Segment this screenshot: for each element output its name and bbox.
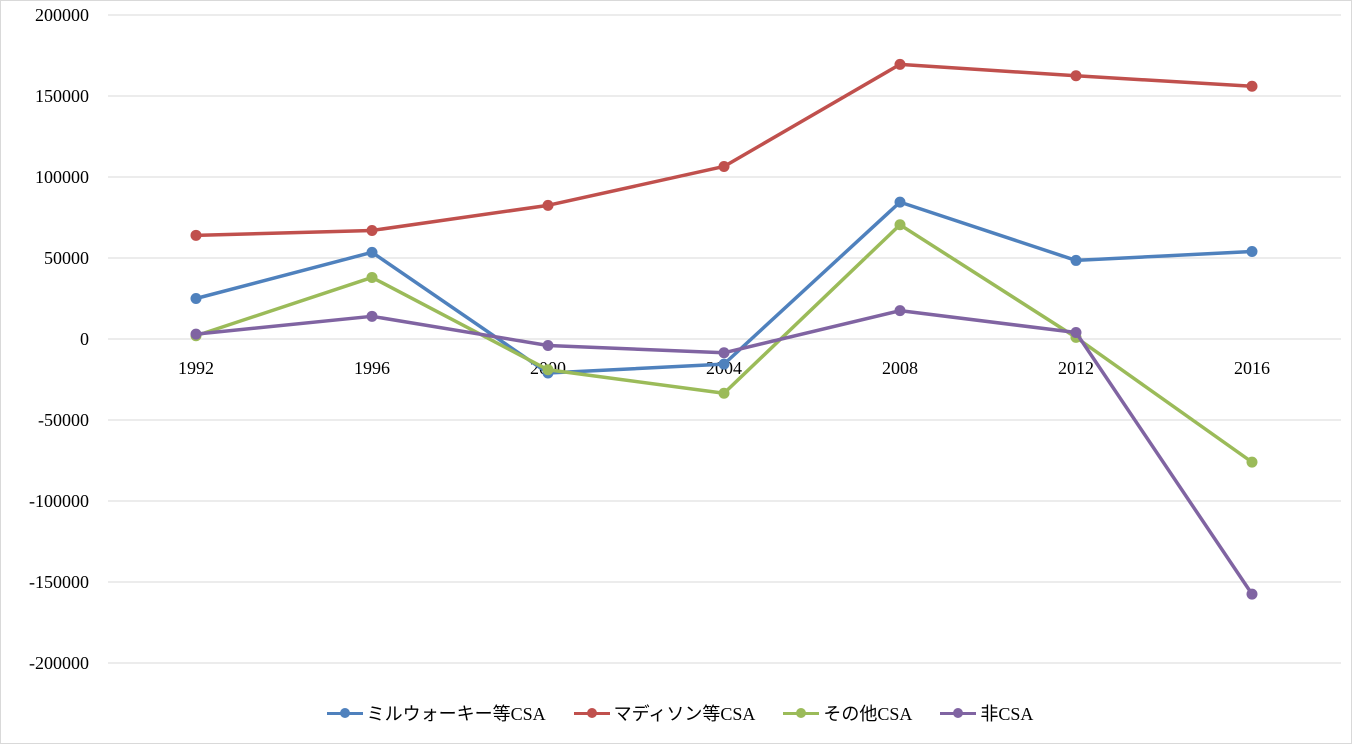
data-point (542, 199, 554, 211)
legend-item: 非CSA (940, 700, 1033, 726)
y-tick-label: 100000 (35, 167, 89, 187)
y-axis-tick-labels: 200000 150000 100000 50000 0 -50000 -100000 -15… (29, 5, 89, 673)
y-tick-label: -150000 (29, 572, 89, 592)
data-point (1246, 80, 1258, 92)
data-point (1070, 327, 1082, 339)
data-point (542, 364, 554, 376)
data-point (1070, 254, 1082, 266)
gridlines (108, 14, 1341, 664)
legend-label: 非CSA (980, 704, 1034, 724)
data-point (894, 219, 906, 231)
legend-item: その他CSA (783, 700, 912, 726)
data-point (366, 310, 378, 322)
data-point (894, 58, 906, 70)
legend-item: ミルウォーキー等CSA (326, 700, 546, 726)
series-line (194, 62, 1254, 238)
data-point (718, 387, 730, 399)
x-category-label: 2008 (882, 358, 918, 378)
x-category-label: 2012 (1058, 358, 1094, 378)
series-4 (190, 305, 1258, 600)
legend-swatch-icon (573, 706, 610, 720)
data-point (542, 339, 554, 351)
y-tick-label: -100000 (29, 491, 89, 511)
x-category-label: 2016 (1234, 358, 1270, 378)
y-tick-label: -200000 (29, 653, 89, 673)
data-point (190, 328, 202, 340)
data-point (190, 229, 202, 241)
y-tick-label: -50000 (38, 410, 89, 430)
data-point (1246, 456, 1258, 468)
legend-label: ミルウォーキー等CSA (366, 704, 546, 724)
y-tick-label: 0 (80, 329, 89, 349)
y-tick-label: 50000 (44, 248, 89, 268)
series-1 (190, 196, 1258, 379)
data-point (1070, 70, 1082, 82)
series-layer (190, 58, 1258, 600)
data-point (366, 224, 378, 236)
x-category-label: 1996 (354, 358, 390, 378)
data-point (718, 358, 730, 370)
data-point (190, 293, 202, 304)
series-2 (190, 58, 1258, 241)
data-point (366, 271, 378, 283)
data-point (894, 305, 906, 317)
data-point (1246, 246, 1258, 258)
legend-swatch-icon (326, 706, 363, 720)
legend-swatch-icon (783, 706, 820, 720)
chart-legend: ミルウォーキー等CSA マディソン等CSA その他CSA 非CSA (1, 695, 1352, 731)
data-point (718, 347, 730, 359)
legend-label: その他CSA (823, 704, 913, 724)
data-point (1246, 588, 1258, 600)
legend-label: マディソン等CSA (613, 704, 756, 724)
x-category-label: 1992 (178, 358, 214, 378)
legend-item: マディソン等CSA (573, 700, 756, 726)
data-point (718, 160, 730, 172)
y-tick-label: 200000 (35, 5, 89, 25)
data-point (366, 246, 378, 258)
y-tick-label: 150000 (35, 86, 89, 106)
data-point (894, 196, 906, 208)
legend-swatch-icon (940, 706, 977, 720)
